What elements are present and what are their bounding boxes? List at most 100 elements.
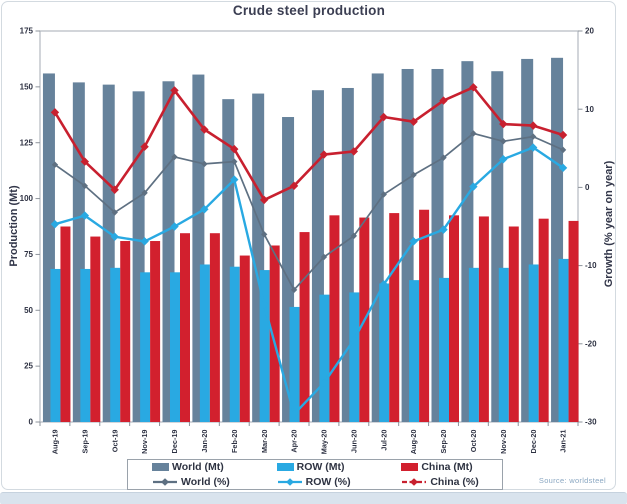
- bar: [50, 268, 61, 422]
- bar: [538, 218, 549, 422]
- bar: [409, 280, 420, 422]
- marker: [319, 150, 329, 159]
- x-tick-label: Aug-19: [51, 430, 60, 455]
- bar: [239, 255, 250, 422]
- y-tick-label-right: 20: [585, 27, 594, 36]
- x-tick-label: Jul-20: [379, 430, 388, 451]
- marker: [558, 130, 568, 140]
- bar: [498, 267, 509, 422]
- bar: [80, 268, 91, 422]
- marker: [200, 125, 209, 134]
- y-tick-label-left: 25: [24, 362, 33, 371]
- legend-item-world-mt: World (Mt): [152, 460, 253, 474]
- marker: [51, 161, 59, 168]
- bar: [478, 216, 489, 422]
- x-tick-label: Apr-20: [290, 430, 299, 453]
- x-tick-label: Sep-19: [80, 430, 89, 454]
- line-world: [51, 130, 567, 294]
- marker: [500, 138, 507, 145]
- marker: [200, 205, 209, 214]
- x-axis-ticks: [39, 422, 579, 426]
- marker: [320, 253, 328, 261]
- marker: [499, 119, 508, 129]
- bar: [528, 264, 539, 422]
- legend-item-row-mt: ROW (Mt): [276, 460, 378, 474]
- marker: [350, 232, 358, 240]
- marker: [528, 121, 538, 130]
- marker: [289, 409, 299, 419]
- line-china: [50, 83, 568, 205]
- legend-label: China (%): [430, 475, 479, 488]
- bar: [120, 241, 131, 422]
- marker: [110, 232, 119, 241]
- marker: [528, 143, 538, 152]
- x-tick-label: Sep-20: [439, 430, 448, 454]
- legend-label: World (Mt): [172, 461, 224, 474]
- bar: [379, 283, 390, 422]
- y-tick-label-left: 75: [24, 250, 33, 259]
- bar: [90, 236, 101, 422]
- legend-swatch: [401, 463, 419, 472]
- legend-label: China (Mt): [421, 461, 473, 474]
- line-china-path: [53, 86, 565, 202]
- y-tick-label-left: 0: [29, 418, 34, 427]
- bar: [60, 226, 71, 422]
- x-tick-label: Mar-20: [260, 430, 269, 454]
- legend-swatch: [276, 463, 294, 472]
- marker: [439, 96, 448, 105]
- bar: [140, 272, 151, 422]
- y-tick-label-left: 175: [20, 27, 34, 36]
- y-tick-label-right: 0: [585, 183, 590, 192]
- bar: [349, 292, 360, 422]
- bar: [389, 213, 400, 422]
- y-tick-label-right: -30: [585, 418, 597, 427]
- bar: [439, 277, 449, 422]
- x-tick-label: Oct-19: [110, 430, 119, 453]
- bar: [229, 266, 240, 422]
- bar: [269, 245, 280, 422]
- bar: [170, 272, 180, 422]
- legend-line-symbol: [153, 477, 177, 486]
- line-row: [50, 143, 568, 419]
- marker: [439, 225, 448, 234]
- marker: [259, 195, 269, 205]
- marker: [230, 144, 239, 154]
- legend-label: World (%): [181, 475, 230, 488]
- marker: [50, 219, 60, 229]
- marker: [111, 209, 118, 216]
- bar: [299, 232, 310, 422]
- marker: [80, 211, 90, 220]
- marker: [558, 163, 568, 173]
- source-note: Source: worldsteel: [538, 476, 606, 485]
- bar: [468, 267, 479, 422]
- marker: [170, 222, 179, 231]
- marker: [410, 171, 417, 179]
- bar: [568, 220, 579, 422]
- legend-item-row: ROW (%): [277, 475, 378, 489]
- x-tick-label: Jun-20: [349, 430, 358, 454]
- x-tick-label: Dec-20: [529, 430, 538, 454]
- chart-title: Crude steel production: [232, 3, 386, 18]
- y-axis-right: 20 10 0 -10 -20 -30: [578, 27, 597, 427]
- marker: [259, 300, 269, 309]
- marker: [409, 117, 418, 126]
- bar: [110, 267, 121, 422]
- marker: [110, 185, 119, 194]
- y-tick-label-left: 100: [20, 194, 34, 203]
- bar: [449, 215, 459, 422]
- x-axis-labels: Aug-19 Sep-19 Oct-19 Nov-19 Dec-19 Jan-20 Feb-…: [51, 430, 568, 455]
- line-world-path: [54, 132, 564, 291]
- y-tick-label-left: 150: [20, 82, 34, 91]
- x-tick-label: Jan-20: [200, 430, 209, 453]
- legend-item-china-mt: China (Mt): [401, 460, 502, 474]
- bar: [508, 226, 519, 422]
- chart-legend: World (Mt) ROW (Mt) China (Mt) World (%) ROW…: [127, 459, 503, 490]
- bottom-bar: [0, 492, 627, 504]
- marker: [81, 182, 89, 190]
- x-tick-label: Nov-19: [140, 430, 149, 454]
- bars-row-mt: [50, 258, 569, 422]
- y-axis-left: 0 25 50 75 100 125 150 175: [20, 27, 40, 427]
- bar: [419, 209, 430, 422]
